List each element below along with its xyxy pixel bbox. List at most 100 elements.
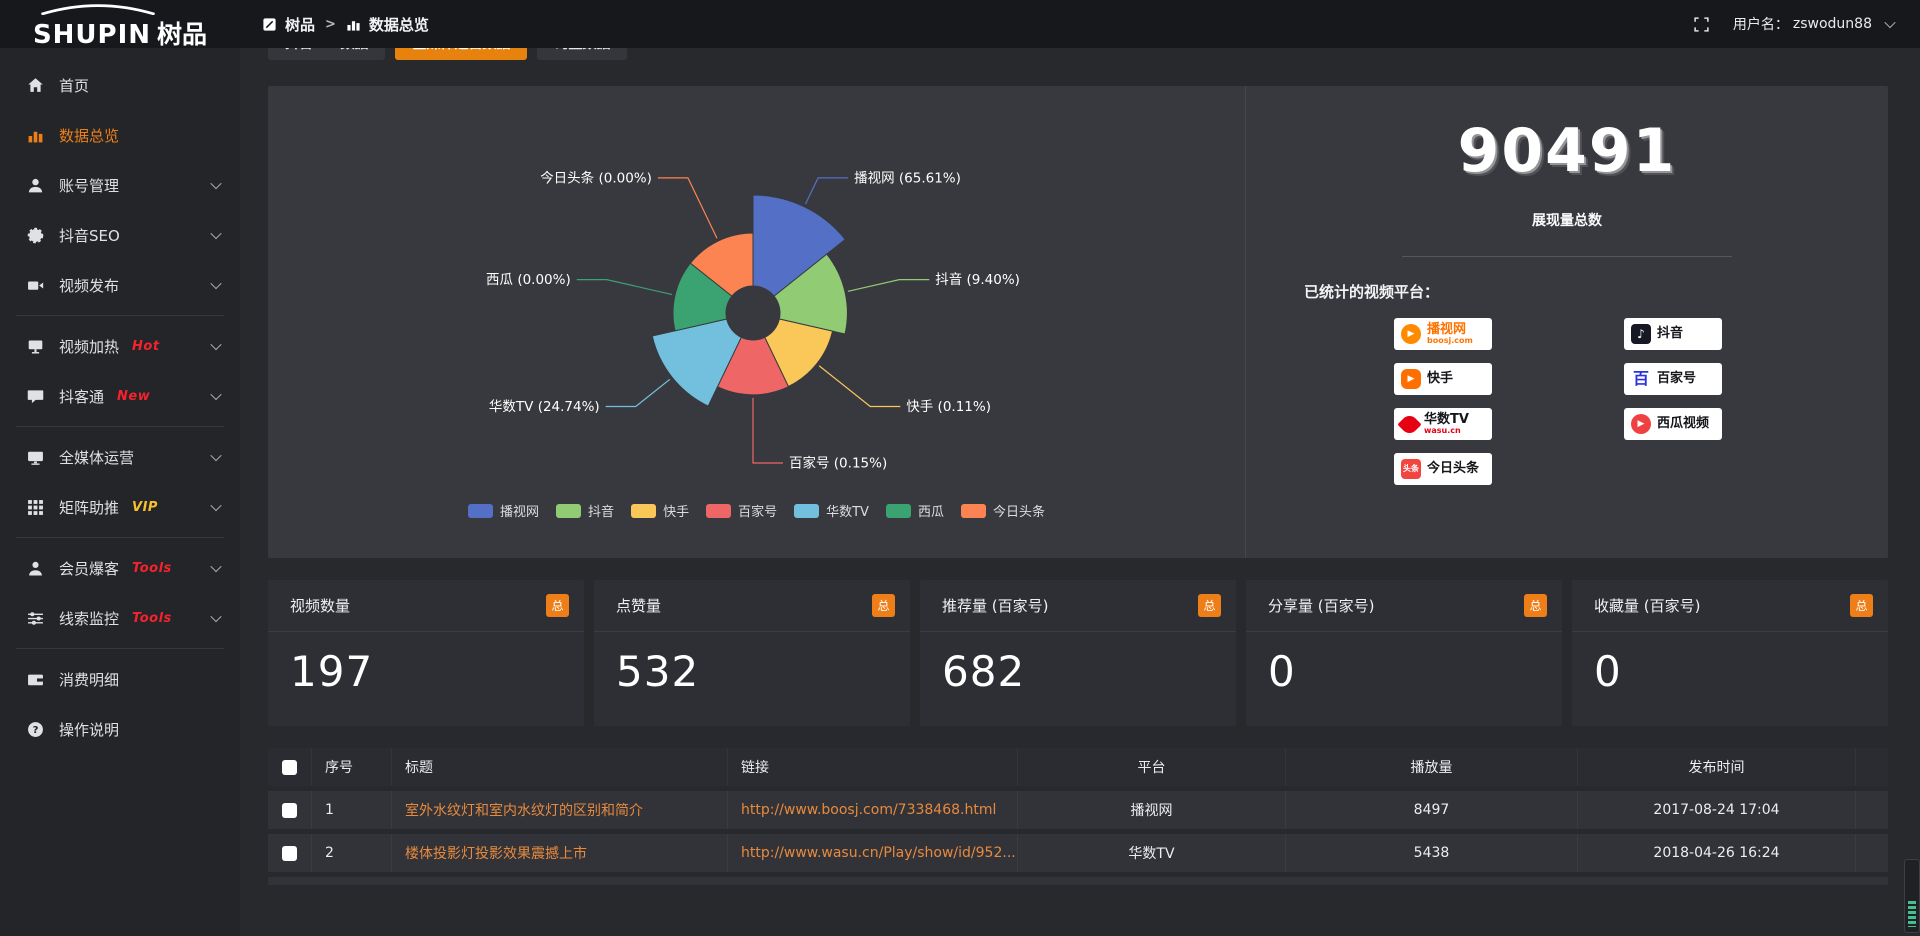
chevron-down-icon[interactable] xyxy=(210,499,222,512)
legend-item[interactable]: 播视网 xyxy=(468,501,539,520)
video-title-link[interactable]: 楼体投影灯投影效果震撼上市 xyxy=(392,834,728,872)
chevron-down-icon[interactable] xyxy=(210,388,222,401)
sidebar-item[interactable]: 账号管理 xyxy=(0,160,240,210)
plays-cell: 8497 xyxy=(1286,791,1578,829)
chart-legend: 播视网 抖音 快手 百家号 华数TV 西瓜 今日头条 xyxy=(268,501,1245,520)
sidebar-item[interactable]: 视频加热 Hot xyxy=(0,321,240,371)
stat-card: 视频数量 总 197 xyxy=(268,580,584,726)
video-title-link[interactable]: 室外水纹灯和室内水纹灯的区别和简介 xyxy=(392,791,728,829)
row-checkbox[interactable] xyxy=(282,802,297,818)
platform-badge[interactable]: 头条 今日头条 xyxy=(1394,453,1492,485)
platform-badge[interactable]: ▶ 播视网 boosj.com xyxy=(1394,318,1492,350)
monitor-icon xyxy=(27,449,44,466)
pie-label: 播视网 (65.61%) xyxy=(854,170,961,186)
sidebar-item[interactable]: 抖客通 New xyxy=(0,371,240,421)
topbar-right: 用户名： zswodun88 xyxy=(1694,14,1920,34)
pie-label-line xyxy=(804,177,849,205)
total-badge[interactable]: 总 xyxy=(1198,594,1221,617)
legend-item[interactable]: 百家号 xyxy=(706,501,777,520)
pie-slice[interactable] xyxy=(651,318,742,407)
sidebar-item[interactable]: 首页 xyxy=(0,60,240,110)
pie-slice[interactable] xyxy=(716,336,790,396)
platform-badge[interactable]: ♪ 抖音 xyxy=(1624,318,1722,350)
platforms-title: 已统计的视频平台： xyxy=(1304,283,1440,301)
row-checkbox[interactable] xyxy=(282,845,297,861)
sidebar-item-label: 账号管理 xyxy=(59,176,120,195)
total-badge[interactable]: 总 xyxy=(1850,594,1873,617)
chevron-down-icon[interactable] xyxy=(210,277,222,290)
chevron-down-icon[interactable] xyxy=(210,177,222,190)
platform-name: 抖音 xyxy=(1657,326,1684,342)
platform-badge[interactable]: ▶ 快手 xyxy=(1394,363,1492,395)
column-header: 平台 xyxy=(1018,748,1286,786)
column-header: 标题 xyxy=(392,748,728,786)
legend-swatch xyxy=(885,503,911,518)
platform-name-block: 抖音 xyxy=(1657,327,1683,341)
chevron-down-icon[interactable] xyxy=(210,560,222,573)
video-url-link[interactable]: http://www.boosj.com/7338468.html xyxy=(728,791,1018,829)
chat-icon xyxy=(27,388,44,405)
logo-arc xyxy=(41,4,155,15)
stat-card-value: 532 xyxy=(616,647,700,696)
pie-label-line xyxy=(605,378,671,408)
rose-pie-chart[interactable]: 播视网 (65.61%) 抖音 (9.40%) 快手 (0.11%) 百家号 (0.1… xyxy=(268,86,1245,558)
total-badge[interactable]: 总 xyxy=(546,594,569,617)
stat-card-title: 推荐量 (百家号) xyxy=(942,597,1049,615)
publish-icon xyxy=(27,277,44,294)
sidebar-item[interactable]: 消费明细 xyxy=(0,654,240,704)
total-badge[interactable]: 总 xyxy=(872,594,895,617)
stat-card-header: 收藏量 (百家号) 总 xyxy=(1572,580,1888,632)
legend-item[interactable]: 快手 xyxy=(631,501,689,520)
legend-item[interactable]: 今日头条 xyxy=(960,501,1045,520)
svg-text:?: ? xyxy=(33,725,39,736)
sidebar-item[interactable]: 会员爆客 Tools xyxy=(0,543,240,593)
sidebar-item[interactable]: ? 操作说明 xyxy=(0,704,240,754)
scroll-widget[interactable] xyxy=(1904,859,1920,933)
platform-name-block: 快手 xyxy=(1427,372,1453,386)
chevron-down-icon[interactable] xyxy=(210,338,222,351)
sidebar-item[interactable]: 数据总览 xyxy=(0,110,240,160)
sidebar-item[interactable]: 视频发布 xyxy=(0,260,240,310)
video-url-link[interactable]: http://www.wasu.cn/Play/show/id/952... xyxy=(728,834,1018,872)
table-row: 1 室外水纹灯和室内水纹灯的区别和简介 http://www.boosj.com/7… xyxy=(268,791,1888,829)
sidebar-item[interactable]: 矩阵助推 VIP xyxy=(0,482,240,532)
chevron-down-icon[interactable] xyxy=(210,449,222,462)
username[interactable]: zswodun88 xyxy=(1792,16,1872,32)
breadcrumb-current[interactable]: 数据总览 xyxy=(368,15,429,34)
chevron-down-icon[interactable] xyxy=(210,227,222,240)
pie-slice[interactable] xyxy=(689,232,754,297)
legend-item[interactable]: 西瓜 xyxy=(885,501,944,520)
chevron-down-icon[interactable] xyxy=(210,610,222,623)
platform-badge[interactable]: ▶ 西瓜视频 xyxy=(1624,408,1722,440)
legend-swatch xyxy=(556,503,582,518)
platform-badge[interactable]: 华数TV wasu.cn xyxy=(1394,408,1492,440)
column-header: 序号 xyxy=(312,748,392,786)
gear-icon xyxy=(27,227,44,244)
legend-item[interactable]: 华数TV xyxy=(794,501,869,520)
sidebar-item-label: 操作说明 xyxy=(59,720,120,739)
sidebar-item[interactable]: 抖音SEO xyxy=(0,210,240,260)
select-all-checkbox[interactable] xyxy=(282,759,297,775)
platform-cell: 播视网 xyxy=(1018,791,1286,829)
sidebar-item[interactable]: 全媒体运营 xyxy=(0,432,240,482)
sidebar-item-label: 视频加热 xyxy=(59,337,120,356)
sidebar-item-badge: New xyxy=(117,388,151,404)
kuaishou-logo-icon: ▶ xyxy=(1401,369,1421,389)
legend-item[interactable]: 抖音 xyxy=(556,501,614,520)
pie-slice[interactable] xyxy=(764,318,834,388)
sidebar-divider xyxy=(16,648,224,649)
platform-name: 播视网 xyxy=(1427,321,1467,337)
chevron-down-icon[interactable] xyxy=(1884,16,1896,29)
stat-card-value: 197 xyxy=(290,647,374,696)
sidebar-item[interactable]: 线索监控 Tools xyxy=(0,593,240,643)
pie-slice[interactable] xyxy=(752,194,846,297)
pie-label: 快手 (0.11%) xyxy=(906,399,991,415)
pie-slice[interactable] xyxy=(773,253,848,335)
platform-badge[interactable]: 百百家号 xyxy=(1624,363,1722,395)
fullscreen-icon[interactable] xyxy=(1694,16,1709,32)
pie-slice[interactable] xyxy=(672,262,733,332)
total-badge[interactable]: 总 xyxy=(1524,594,1547,617)
sidebar-menu: 首页 数据总览账号管理抖音SEO 视频发布视频加热 Hot 抖客通 New 全媒体运营 矩阵助… xyxy=(0,60,240,754)
toutiao-logo-icon: 头条 xyxy=(1401,459,1421,479)
breadcrumb-root[interactable]: 树品 xyxy=(285,15,316,34)
